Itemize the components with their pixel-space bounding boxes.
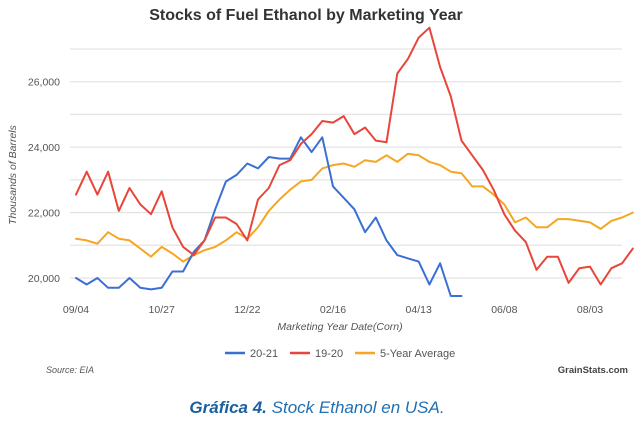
x-tick-label: 12/22	[234, 304, 260, 316]
chart-title: Stocks of Fuel Ethanol by Marketing Year	[149, 7, 463, 24]
brand-label: GrainStats.com	[558, 365, 628, 376]
chart-card: Stocks of Fuel Ethanol by Marketing Year…	[7, 7, 634, 376]
caption-text: Stock Ethanol en USA.	[266, 398, 445, 417]
y-axis-ticks: 20,000 22,000 24,000 26,000	[28, 77, 60, 285]
legend-label: 20-21	[250, 348, 278, 360]
series-lines	[75, 26, 634, 297]
x-tick-label: 02/16	[320, 304, 346, 316]
caption-label: Gráfica 4.	[189, 398, 267, 417]
line-chart: Stocks of Fuel Ethanol by Marketing Year…	[7, 7, 634, 376]
y-axis-label: Thousands of Barrels	[7, 124, 19, 225]
x-tick-label: 08/03	[577, 304, 603, 316]
legend-label: 5-Year Average	[380, 348, 455, 360]
series-line-19-20	[75, 26, 634, 286]
x-tick-label: 06/08	[491, 304, 517, 316]
x-tick-label: 10/27	[149, 304, 175, 316]
y-tick-label: 20,000	[28, 273, 60, 285]
figure-caption: Gráfica 4. Stock Ethanol en USA.	[0, 398, 634, 418]
gridlines	[70, 48, 622, 279]
source-note: Source: EIA	[46, 365, 94, 375]
legend-item-20-21[interactable]: 20-21	[225, 348, 278, 360]
y-tick-label: 26,000	[28, 77, 60, 89]
legend: 20-21 19-20 5-Year Average	[225, 348, 455, 360]
series-line-5-year-average	[75, 152, 634, 263]
x-tick-label: 04/13	[406, 304, 432, 316]
legend-item-5-year-average[interactable]: 5-Year Average	[355, 348, 455, 360]
x-axis-ticks: 09/04 10/27 12/22 02/16 04/13 06/08 08/03	[63, 304, 603, 316]
x-axis-label: Marketing Year Date(Corn)	[277, 321, 402, 333]
legend-label: 19-20	[315, 348, 343, 360]
series-line-20-21	[75, 136, 463, 297]
y-tick-label: 22,000	[28, 208, 60, 220]
y-tick-label: 24,000	[28, 142, 60, 154]
legend-item-19-20[interactable]: 19-20	[290, 348, 343, 360]
x-tick-label: 09/04	[63, 304, 89, 316]
